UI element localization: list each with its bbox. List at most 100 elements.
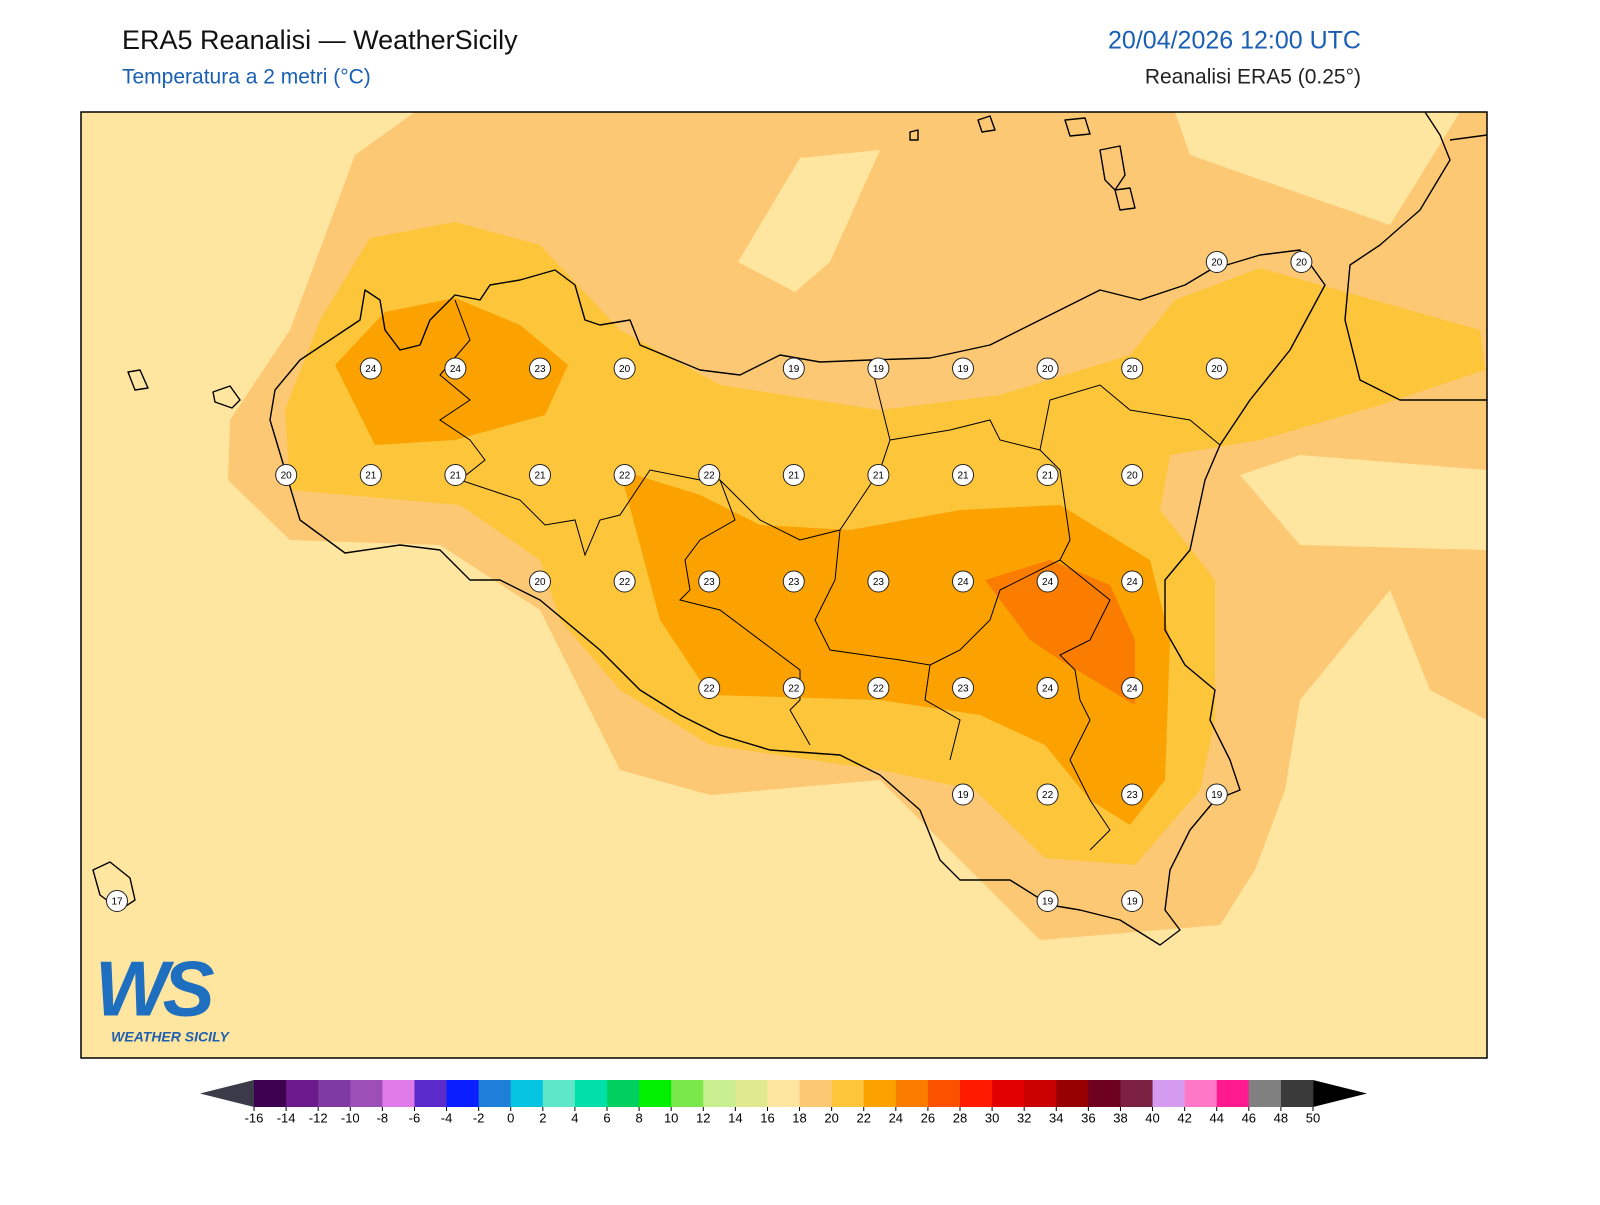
station-marker bbox=[529, 570, 551, 593]
colorbar-under bbox=[200, 1080, 254, 1107]
station-value: 24 bbox=[1042, 684, 1054, 695]
colorbar-tick-label: 40 bbox=[1145, 1110, 1159, 1125]
station-marker bbox=[106, 890, 128, 912]
station-value: 21 bbox=[873, 471, 885, 482]
station-marker bbox=[867, 570, 890, 593]
station-marker bbox=[1036, 783, 1059, 806]
colorbar-tick-label: -8 bbox=[377, 1110, 389, 1125]
colorbar-swatch bbox=[574, 1080, 608, 1107]
map-frame bbox=[80, 111, 1488, 1059]
colorbar-swatch bbox=[960, 1080, 993, 1107]
band bbox=[1240, 455, 1487, 550]
colorbar-tick-label: -6 bbox=[409, 1110, 421, 1125]
colorbar-tick-label: -10 bbox=[341, 1110, 360, 1125]
station-value: 21 bbox=[957, 471, 969, 482]
colorbar-swatch bbox=[1216, 1080, 1250, 1107]
colorbar-swatch bbox=[1280, 1080, 1314, 1107]
band bbox=[81, 112, 1487, 1058]
station-marker bbox=[952, 357, 974, 380]
station-value: 20 bbox=[534, 577, 546, 588]
colorbar-tick-label: 44 bbox=[1209, 1110, 1223, 1125]
station-marker bbox=[1121, 357, 1144, 380]
station-marker bbox=[359, 464, 382, 486]
station-marker bbox=[867, 357, 890, 380]
colorbar-tick-label: 14 bbox=[728, 1110, 742, 1125]
station-marker bbox=[952, 783, 974, 806]
station-value: 21 bbox=[450, 471, 462, 482]
colorbar-swatch bbox=[1024, 1080, 1057, 1107]
band bbox=[620, 470, 1170, 825]
coastline bbox=[1344, 112, 1487, 401]
station-marker bbox=[529, 357, 551, 380]
station-value: 24 bbox=[1042, 577, 1054, 588]
station-layer: 20 20 24 24 23 20 19 19 19 20 20 20 20 21 21 21 22 22 21 21… bbox=[106, 251, 1313, 912]
station-value: 21 bbox=[788, 471, 800, 482]
station-marker bbox=[613, 357, 636, 380]
station-marker bbox=[1121, 890, 1144, 912]
colorbar-tick-label: 30 bbox=[985, 1110, 999, 1125]
colorbar-swatch bbox=[1056, 1080, 1089, 1107]
band bbox=[985, 560, 1135, 705]
colorbar-swatch bbox=[1088, 1080, 1121, 1107]
station-marker bbox=[782, 357, 805, 380]
colorbar-swatch bbox=[350, 1080, 383, 1107]
station-value: 24 bbox=[1127, 577, 1139, 588]
colorbar-swatch bbox=[1184, 1080, 1218, 1107]
station-marker bbox=[698, 677, 721, 699]
colorbar-tick-label: 8 bbox=[635, 1110, 642, 1125]
station-value: 23 bbox=[704, 577, 716, 588]
station-value: 24 bbox=[450, 364, 462, 375]
subtitle: Temperatura a 2 metri (°C) bbox=[122, 66, 371, 89]
colorbar-swatch bbox=[863, 1080, 897, 1107]
colorbar-swatch bbox=[671, 1080, 704, 1107]
colorbar-swatch bbox=[414, 1080, 447, 1107]
colorbar-swatch bbox=[895, 1080, 929, 1107]
colorbar-swatch bbox=[639, 1080, 672, 1107]
colorbar-tick-label: 50 bbox=[1306, 1110, 1320, 1125]
colorbar-swatch bbox=[927, 1080, 961, 1107]
station-value: 24 bbox=[1127, 684, 1139, 695]
band bbox=[738, 150, 880, 292]
station-value: 22 bbox=[619, 471, 631, 482]
colorbar-tick-label: -2 bbox=[473, 1110, 485, 1125]
station-value: 23 bbox=[788, 577, 800, 588]
colorbar-tick-label: -12 bbox=[309, 1110, 328, 1125]
colorbar-tick-label: 6 bbox=[603, 1110, 610, 1125]
colorbar-swatch bbox=[478, 1080, 512, 1107]
colorbar-tick-label: 48 bbox=[1274, 1110, 1288, 1125]
station-value: 21 bbox=[1042, 471, 1054, 482]
colorbar-tick-label: 38 bbox=[1113, 1110, 1127, 1125]
station-value: 22 bbox=[1042, 790, 1054, 801]
station-marker bbox=[1205, 783, 1228, 806]
title: ERA5 Reanalisi — WeatherSicily bbox=[122, 25, 518, 55]
station-marker bbox=[275, 464, 298, 486]
station-marker bbox=[613, 570, 636, 593]
station-marker bbox=[1036, 570, 1059, 593]
station-value: 19 bbox=[1127, 897, 1139, 908]
colorbar-swatch bbox=[318, 1080, 351, 1107]
station-value: 19 bbox=[957, 364, 969, 375]
station-value: 19 bbox=[1042, 897, 1054, 908]
colorbar-swatch bbox=[1120, 1080, 1153, 1107]
island bbox=[92, 115, 1136, 911]
station-marker bbox=[782, 677, 805, 699]
colorbar-swatch bbox=[607, 1080, 640, 1107]
colorbar-swatch bbox=[767, 1080, 800, 1107]
station-marker bbox=[1036, 464, 1059, 486]
station-marker bbox=[867, 677, 890, 699]
colorbar-tick-label: 10 bbox=[664, 1110, 678, 1125]
station-marker bbox=[1121, 464, 1144, 486]
station-marker bbox=[698, 570, 721, 593]
station-marker bbox=[952, 570, 974, 593]
station-marker bbox=[529, 464, 551, 486]
colorbar-swatch bbox=[510, 1080, 544, 1107]
station-value: 20 bbox=[1042, 364, 1054, 375]
colorbar-tick-label: 32 bbox=[1017, 1110, 1031, 1125]
colorbar-tick-label: 22 bbox=[856, 1110, 870, 1125]
colorbar-tick-label: 42 bbox=[1177, 1110, 1191, 1125]
colorbar-tick-label: 24 bbox=[889, 1110, 903, 1125]
source: Reanalisi ERA5 (0.25°) bbox=[1145, 66, 1361, 89]
colorbar-tick-label: -4 bbox=[441, 1110, 453, 1125]
station-value: 20 bbox=[281, 471, 293, 482]
station-value: 20 bbox=[1296, 258, 1308, 269]
